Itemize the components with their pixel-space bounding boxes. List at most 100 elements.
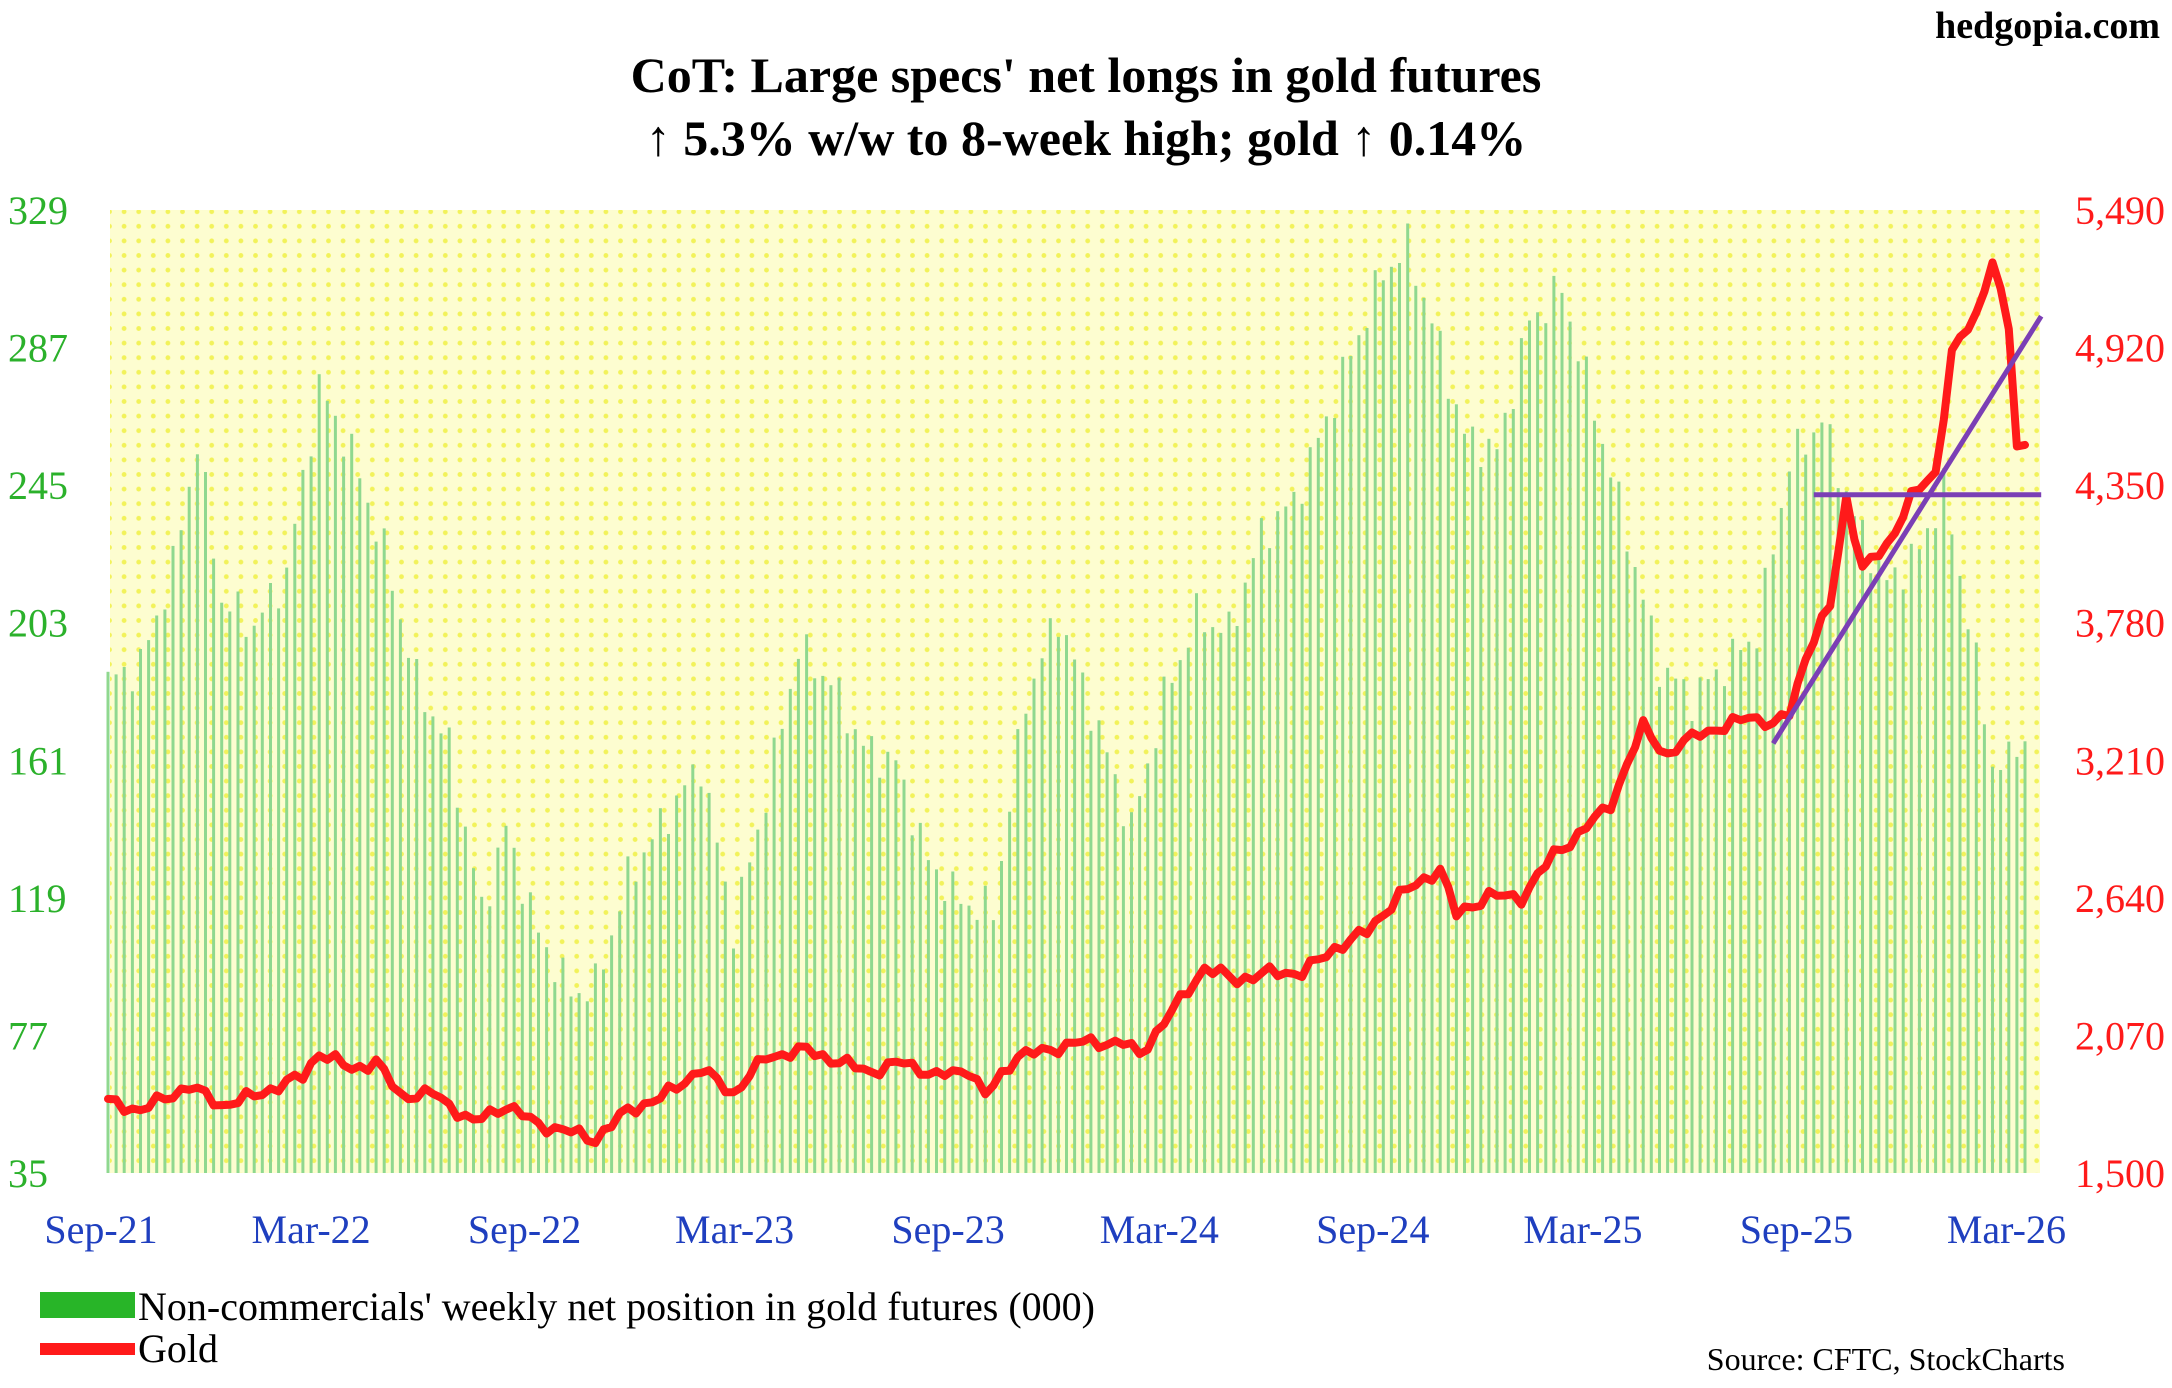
net-position-bar — [1008, 811, 1012, 1173]
net-position-bar — [1284, 506, 1288, 1173]
net-position-bar — [1016, 729, 1020, 1173]
net-position-bar — [1779, 508, 1783, 1173]
net-position-bar — [147, 640, 151, 1173]
net-position-bar — [301, 469, 305, 1173]
brand-watermark: hedgopia.com — [1935, 5, 2160, 47]
net-position-bar — [1251, 558, 1255, 1173]
net-position-bar — [1170, 682, 1174, 1173]
net-position-bar — [1471, 426, 1475, 1174]
net-position-bar — [1268, 548, 1272, 1173]
net-position-bar — [1000, 861, 1003, 1173]
net-position-bar — [1487, 438, 1491, 1173]
net-position-bar — [1316, 437, 1320, 1173]
net-position-bar — [1056, 636, 1060, 1173]
x-axis-tick-label: Sep-22 — [468, 1207, 581, 1252]
net-position-bar — [1641, 599, 1645, 1173]
left-axis-tick-label: 287 — [8, 326, 68, 371]
net-position-bar — [1528, 320, 1531, 1173]
net-position-bar — [1658, 686, 1661, 1173]
net-position-bar — [975, 919, 979, 1173]
net-position-bar — [593, 963, 597, 1173]
net-position-bar — [431, 716, 435, 1173]
net-position-bar — [967, 905, 971, 1173]
net-position-bar — [1958, 575, 1962, 1173]
net-position-bar — [293, 523, 297, 1173]
net-position-bar — [1731, 638, 1735, 1173]
net-position-bar — [983, 885, 987, 1173]
net-position-bar — [1333, 418, 1337, 1173]
net-position-bar — [1235, 626, 1239, 1173]
net-position-bar — [1357, 335, 1361, 1173]
net-position-bar — [1048, 618, 1052, 1173]
net-position-bar — [1146, 763, 1150, 1173]
left-axis-tick-label: 35 — [8, 1151, 48, 1196]
net-position-bar — [602, 969, 605, 1173]
net-position-bar — [1186, 647, 1190, 1173]
net-position-bar — [805, 634, 809, 1173]
legend-label-bars: Non-commercials' weekly net position in … — [138, 1284, 1095, 1329]
net-position-bar — [1430, 323, 1434, 1173]
net-position-bar — [715, 842, 719, 1173]
net-position-bar — [1755, 648, 1759, 1173]
net-position-bar — [732, 948, 735, 1173]
net-position-bar — [1787, 471, 1791, 1173]
net-position-bar — [870, 736, 874, 1173]
net-position-bar — [837, 677, 841, 1173]
net-position-bar — [1942, 468, 1946, 1174]
net-position-bar — [796, 658, 800, 1173]
net-position-bar — [398, 619, 402, 1173]
x-axis-tick-label: Sep-23 — [891, 1207, 1004, 1252]
net-position-bar — [683, 785, 687, 1173]
left-axis-tick-label: 119 — [8, 876, 67, 921]
net-position-bar — [650, 839, 654, 1173]
net-position-bar — [829, 685, 833, 1173]
net-position-bar — [951, 871, 955, 1173]
net-position-bar — [926, 860, 930, 1173]
net-position-bar — [1828, 424, 1832, 1173]
net-position-bar — [1536, 312, 1540, 1173]
right-axis-tick-label: 1,500 — [2075, 1151, 2165, 1196]
right-axis-tick-label: 4,350 — [2075, 463, 2165, 508]
net-position-bar — [634, 881, 638, 1173]
net-position-bar — [244, 636, 248, 1173]
net-position-bar — [1747, 641, 1751, 1173]
net-position-bar — [333, 415, 337, 1173]
net-position-bar — [155, 615, 159, 1173]
net-position-bar — [675, 795, 679, 1173]
net-position-bar — [618, 911, 622, 1173]
net-position-bar — [1796, 428, 1800, 1173]
net-position-bar — [707, 792, 711, 1173]
net-position-bar — [1999, 770, 2003, 1173]
net-position-bar — [520, 903, 524, 1173]
net-position-bar — [545, 947, 549, 1173]
net-position-bar — [1024, 713, 1028, 1173]
net-position-bar — [504, 825, 508, 1173]
x-axis-tick-label: Mar-23 — [675, 1207, 794, 1252]
net-position-bar — [845, 733, 849, 1173]
net-position-bar — [269, 583, 272, 1173]
net-position-bar — [1446, 398, 1450, 1173]
net-position-bar — [1414, 285, 1418, 1173]
net-position-bar — [1714, 669, 1718, 1173]
net-position-bar — [1625, 551, 1629, 1173]
net-position-bar — [1917, 549, 1921, 1173]
net-position-bar — [277, 608, 281, 1173]
net-position-bar — [480, 896, 484, 1173]
net-position-bar — [309, 456, 313, 1173]
legend-swatch-bars — [40, 1292, 135, 1318]
net-position-bar — [1438, 330, 1442, 1173]
net-position-bar — [667, 834, 670, 1173]
net-position-bar — [723, 881, 727, 1173]
net-position-bar — [1406, 223, 1410, 1173]
net-position-bar — [472, 868, 475, 1173]
net-position-bar — [991, 920, 995, 1173]
net-position-bar — [528, 892, 532, 1173]
left-axis-tick-label: 161 — [8, 738, 68, 783]
net-position-bar — [1893, 567, 1897, 1173]
net-position-bar — [1674, 678, 1678, 1173]
net-position-bar — [2007, 741, 2011, 1173]
chart-title: CoT: Large specs' net longs in gold futu… — [631, 47, 1542, 103]
net-position-bar — [366, 502, 370, 1173]
net-position-bar — [1113, 774, 1117, 1173]
net-position-bar — [1162, 676, 1166, 1173]
